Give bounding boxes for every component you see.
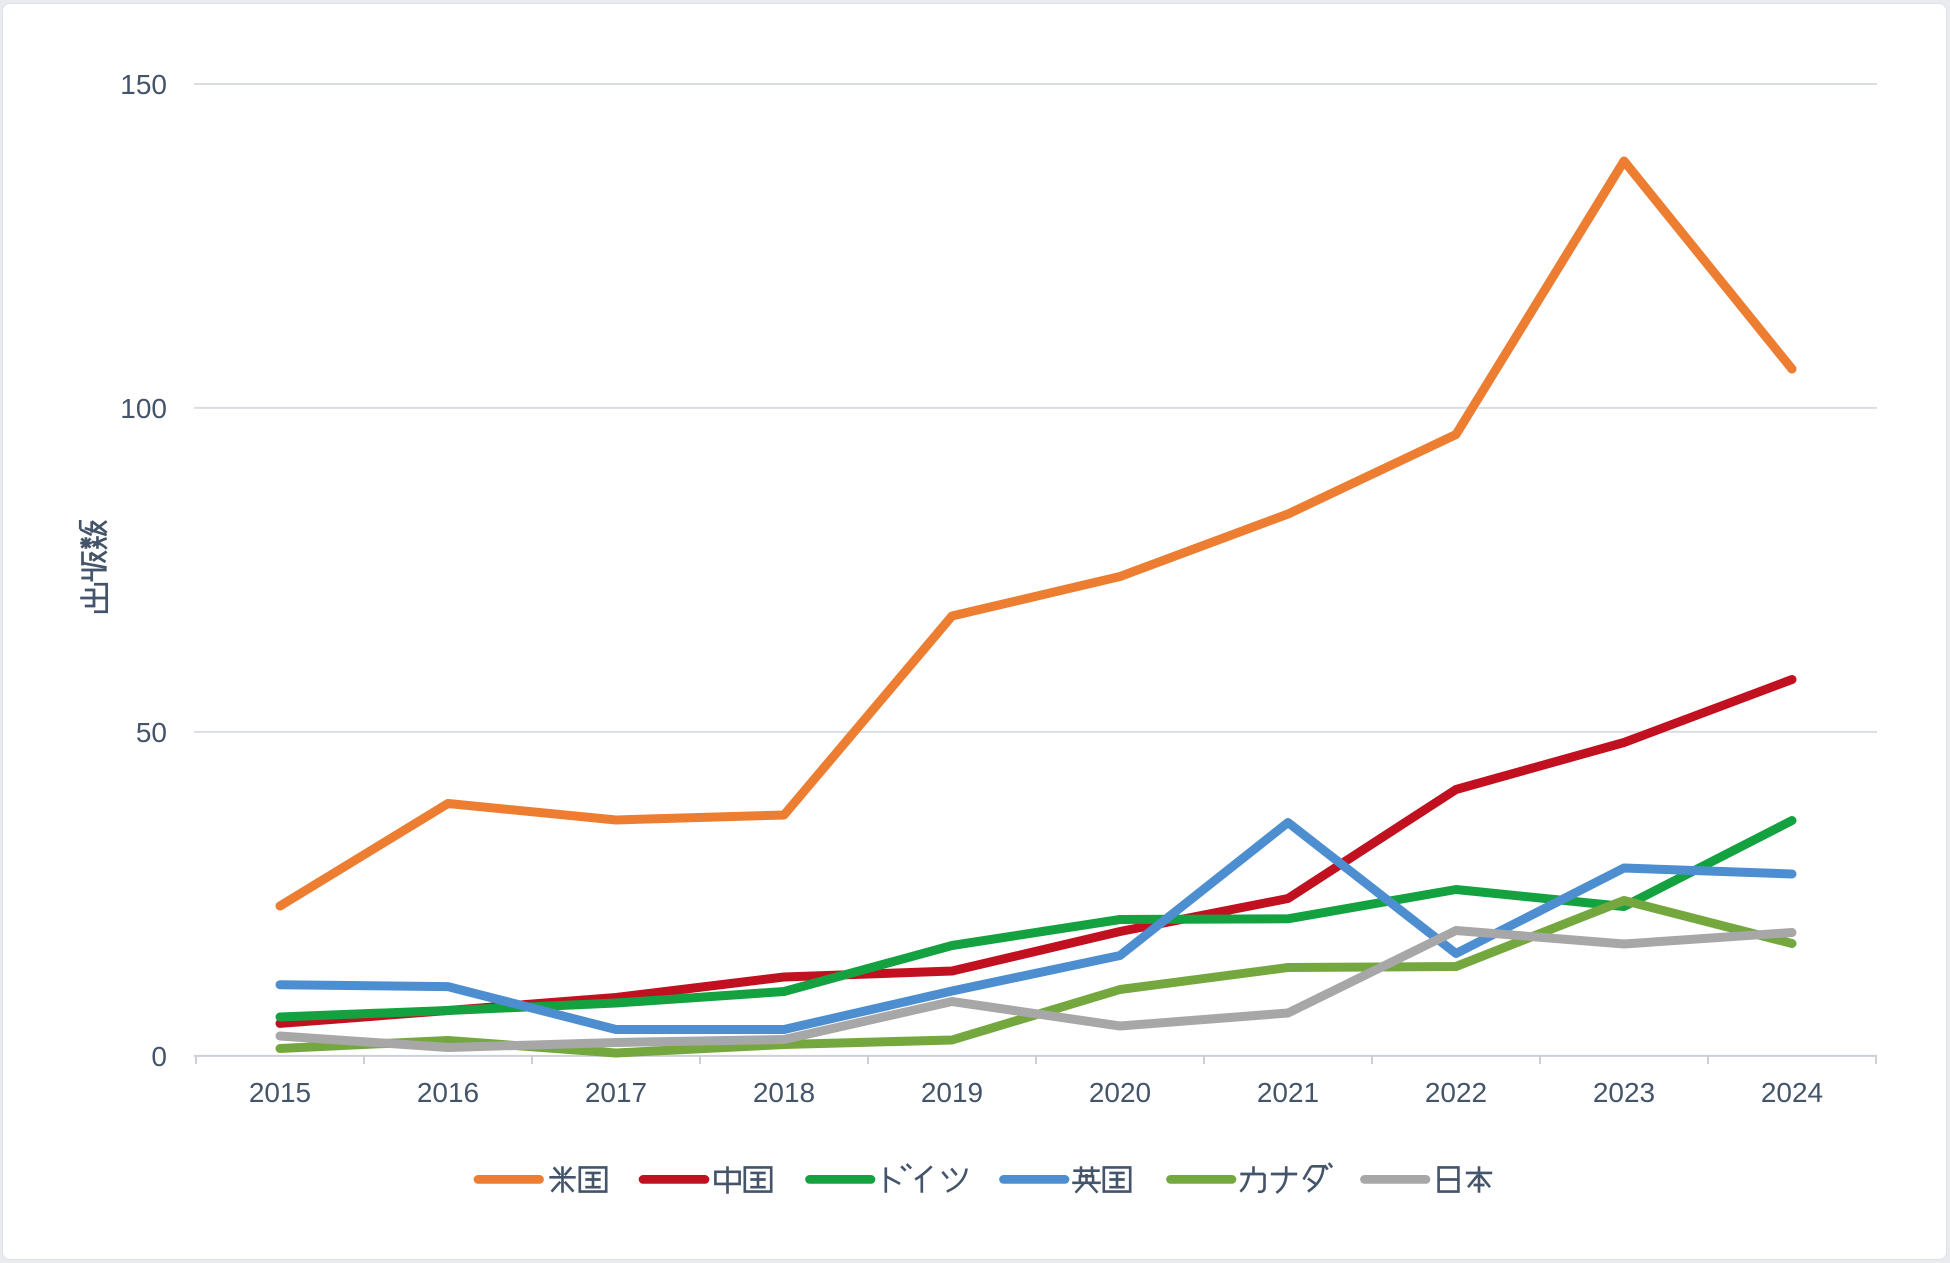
svg-text:100: 100	[120, 393, 167, 424]
svg-text:2018: 2018	[753, 1077, 815, 1108]
svg-text:0: 0	[151, 1041, 167, 1072]
svg-text:2015: 2015	[249, 1077, 311, 1108]
svg-text:2017: 2017	[585, 1077, 647, 1108]
svg-text:50: 50	[136, 717, 167, 748]
svg-text:2023: 2023	[1593, 1077, 1655, 1108]
svg-text:2021: 2021	[1257, 1077, 1319, 1108]
svg-text:2020: 2020	[1089, 1077, 1151, 1108]
svg-text:150: 150	[120, 69, 167, 100]
svg-text:2019: 2019	[921, 1077, 983, 1108]
svg-text:2024: 2024	[1761, 1077, 1823, 1108]
svg-text:2016: 2016	[417, 1077, 479, 1108]
svg-text:2022: 2022	[1425, 1077, 1487, 1108]
